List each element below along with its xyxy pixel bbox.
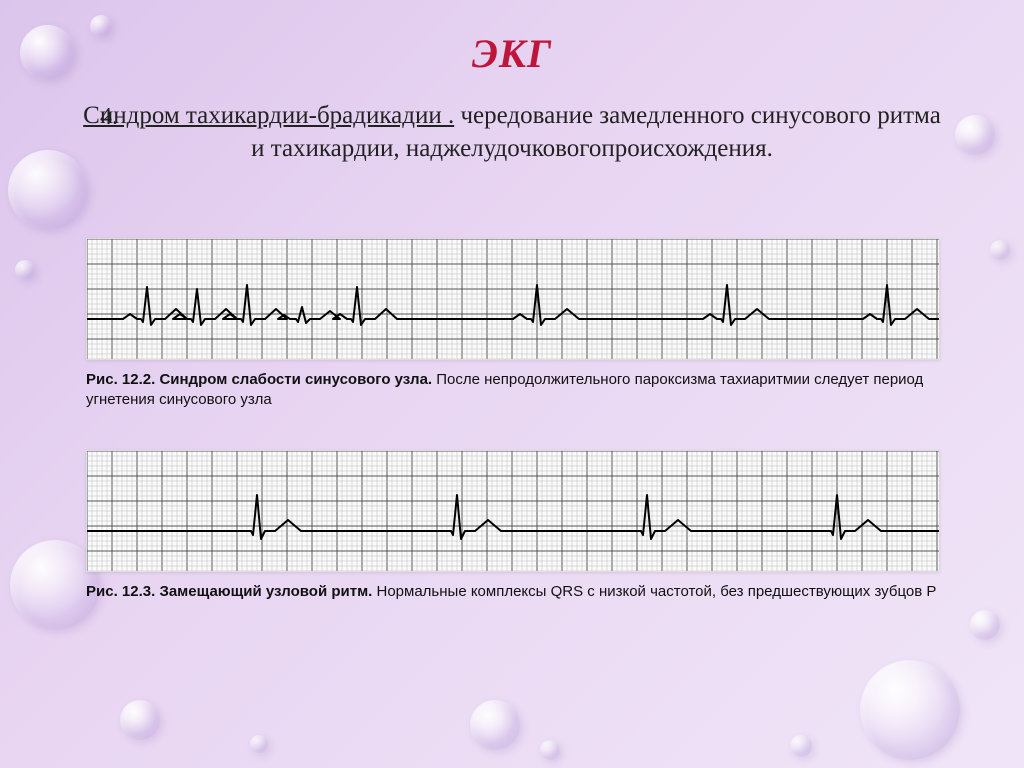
- figure-bold-title: Синдром слабости синусового узла.: [159, 371, 432, 388]
- ecg-caption-1: Рис. 12.2. Синдром слабости синусового у…: [86, 370, 938, 411]
- bubble-icon: [540, 740, 560, 760]
- bubble-icon: [470, 700, 520, 750]
- figure-bold-title: Замещающий узловой ритм.: [159, 583, 372, 600]
- bubble-icon: [990, 240, 1010, 260]
- bubble-icon: [15, 260, 35, 280]
- page-title: ЭКГ: [0, 30, 1024, 77]
- ecg-figure-1: [86, 238, 940, 360]
- ecg-strip: [87, 239, 939, 359]
- bubble-icon: [790, 735, 812, 757]
- syndrome-name: Синдром тахикардии-брадикадии .: [83, 102, 454, 129]
- bubble-icon: [955, 115, 995, 155]
- ecg-figure-2: [86, 450, 940, 572]
- figure-label: Рис. 12.2.: [86, 371, 155, 388]
- figure-label: Рис. 12.3.: [86, 583, 155, 600]
- bubble-icon: [8, 150, 88, 230]
- ecg-caption-2: Рис. 12.3. Замещающий узловой ритм. Норм…: [86, 582, 938, 602]
- bubble-icon: [250, 735, 268, 753]
- list-number: 4.: [100, 102, 118, 133]
- bubble-icon: [860, 660, 960, 760]
- figure-caption-text: Нормальные комплексы QRS с низкой частот…: [372, 583, 936, 600]
- ecg-strip: [87, 451, 939, 571]
- subtitle: 4. Синдром тахикардии-брадикадии . черед…: [80, 100, 944, 165]
- slide: ЭКГ 4. Синдром тахикардии-брадикадии . ч…: [0, 0, 1024, 768]
- bubble-icon: [120, 700, 160, 740]
- bubble-icon: [970, 610, 1000, 640]
